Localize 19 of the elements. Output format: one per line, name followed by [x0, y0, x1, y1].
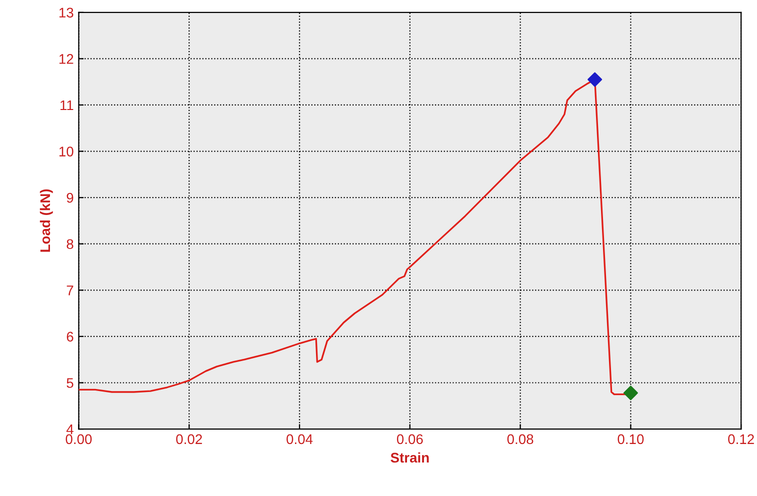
x-tick-label: 0.00 [66, 434, 92, 444]
x-tick-label: 0.02 [176, 434, 202, 444]
x-tick-label: 0.06 [396, 434, 423, 444]
y-tick-label: 7 [66, 286, 74, 296]
y-axis-title: Load (kN) [40, 189, 53, 252]
y-tick-label: 6 [66, 332, 74, 342]
x-tick-label: 0.12 [728, 434, 754, 444]
x-tick-label: 0.08 [507, 434, 534, 444]
y-tick-label: 8 [66, 239, 74, 250]
x-axis-title: Strain [390, 452, 429, 463]
y-tick-label: 12 [59, 54, 74, 64]
x-tick-label: 0.10 [618, 434, 644, 444]
y-tick-label: 5 [66, 378, 74, 388]
x-tick-label: 0.04 [286, 434, 313, 444]
y-tick-label: 9 [66, 192, 74, 203]
y-tick-label: 13 [59, 8, 74, 18]
y-tick-label: 11 [60, 100, 74, 110]
y-tick-label: 4 [66, 424, 74, 434]
y-tick-label: 10 [59, 146, 74, 156]
